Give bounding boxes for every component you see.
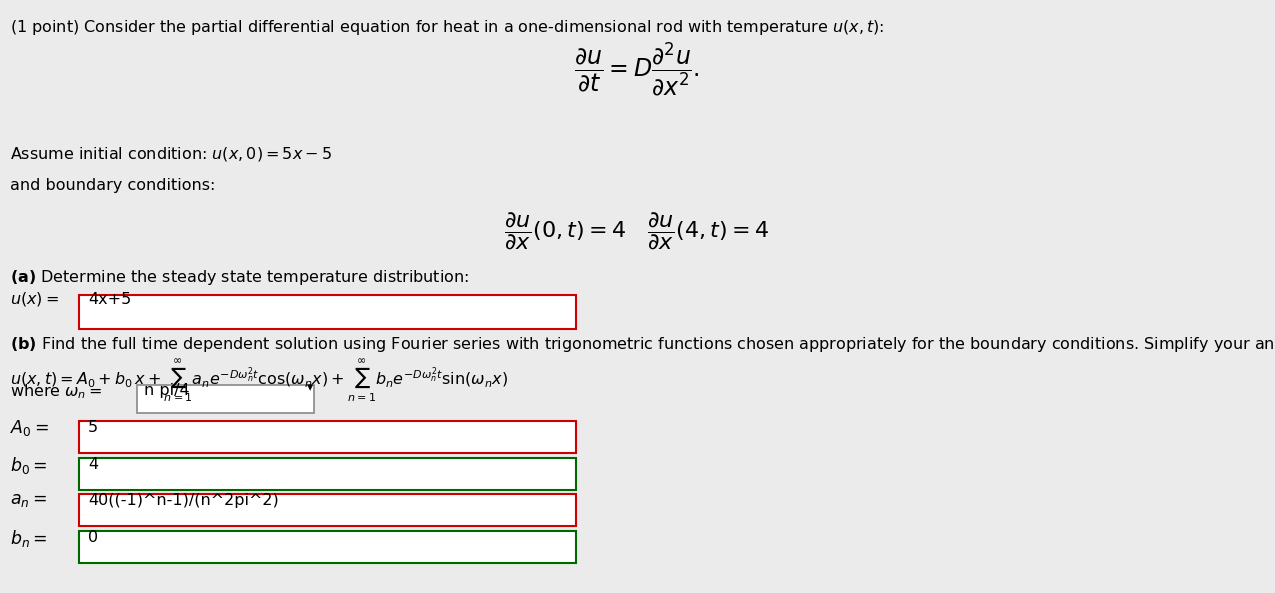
Text: 40((-1)^n-1)/(n^2pi^2): 40((-1)^n-1)/(n^2pi^2) xyxy=(88,493,279,508)
Text: $u(x) = $: $u(x) = $ xyxy=(10,290,59,308)
Text: 5: 5 xyxy=(88,420,98,435)
Text: ▾: ▾ xyxy=(307,381,314,394)
Text: $a_n = $: $a_n = $ xyxy=(10,491,47,509)
Text: n pi/4: n pi/4 xyxy=(144,383,190,398)
Text: Assume initial condition: $u(x, 0) = 5x - 5$: Assume initial condition: $u(x, 0) = 5x … xyxy=(10,145,332,163)
FancyBboxPatch shape xyxy=(79,531,576,563)
Text: and boundary conditions:: and boundary conditions: xyxy=(10,178,215,193)
FancyBboxPatch shape xyxy=(79,421,576,453)
Text: $b_n = $: $b_n = $ xyxy=(10,528,47,549)
Text: $\mathbf{(b)}$ Find the full time dependent solution using Fourier series with t: $\mathbf{(b)}$ Find the full time depend… xyxy=(10,335,1275,354)
FancyBboxPatch shape xyxy=(79,295,576,329)
Text: where $\omega_n = $: where $\omega_n = $ xyxy=(10,382,102,401)
Text: 4: 4 xyxy=(88,457,98,472)
Text: 0: 0 xyxy=(88,530,98,545)
FancyBboxPatch shape xyxy=(79,458,576,490)
Text: $A_0 = $: $A_0 = $ xyxy=(10,418,50,438)
Text: (1 point) Consider the partial differential equation for heat in a one-dimension: (1 point) Consider the partial different… xyxy=(10,18,885,37)
Text: 4x+5: 4x+5 xyxy=(88,292,131,307)
FancyBboxPatch shape xyxy=(79,494,576,526)
Text: $\dfrac{\partial u}{\partial t} = D\dfrac{\partial^2 u}{\partial x^2}.$: $\dfrac{\partial u}{\partial t} = D\dfra… xyxy=(574,40,700,98)
FancyBboxPatch shape xyxy=(136,385,314,413)
Text: $u(x,t) = A_0 + b_0\, x + \sum_{n=1}^{\infty} a_n e^{-D\omega_n^2 t} \cos(\omega: $u(x,t) = A_0 + b_0\, x + \sum_{n=1}^{\i… xyxy=(10,358,507,404)
Text: $\mathbf{(a)}$ Determine the steady state temperature distribution:: $\mathbf{(a)}$ Determine the steady stat… xyxy=(10,268,469,287)
Text: $\dfrac{\partial u}{\partial x}(0,t) = 4 \quad \dfrac{\partial u}{\partial x}(4,: $\dfrac{\partial u}{\partial x}(0,t) = 4… xyxy=(505,210,770,251)
Text: $b_0 = $: $b_0 = $ xyxy=(10,455,47,476)
